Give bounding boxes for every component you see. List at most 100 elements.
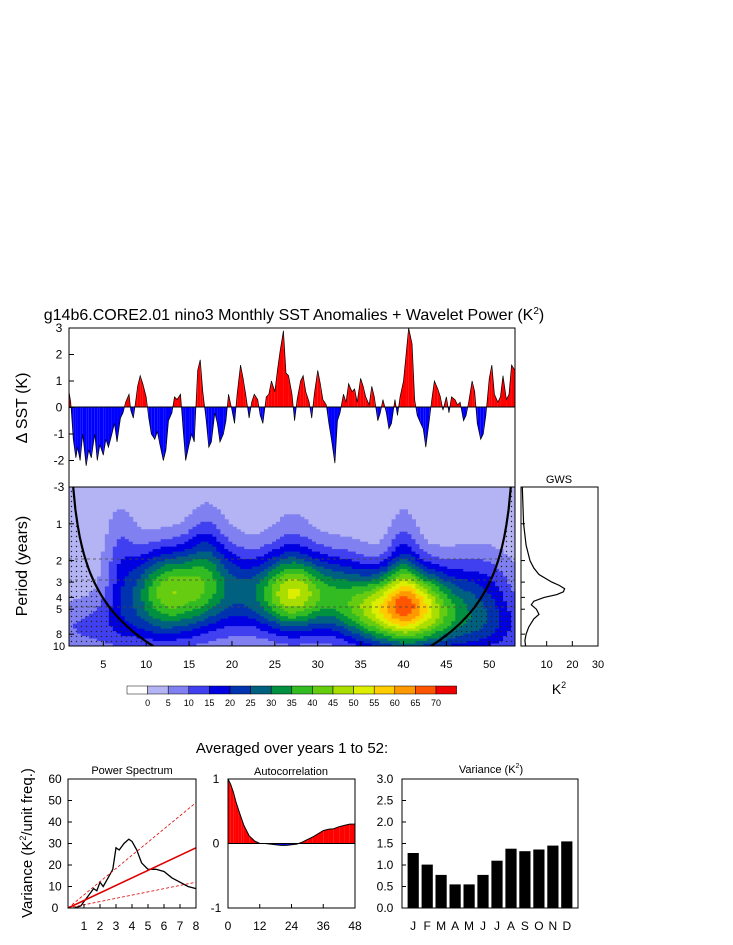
wavelet-power-cell	[196, 529, 201, 533]
wavelet-power-cell	[427, 631, 432, 635]
wavelet-power-cell	[315, 578, 321, 582]
wavelet-power-cell	[176, 623, 181, 627]
wavelet-power-cell	[176, 534, 181, 538]
wavelet-power-cell	[407, 628, 412, 632]
wavelet-power-cell	[491, 559, 496, 563]
wavelet-power-cell	[347, 544, 353, 548]
wavelet-power-cell	[395, 573, 401, 577]
wavelet-power-cell	[319, 544, 325, 548]
wavelet-power-cell	[168, 551, 174, 555]
wavelet-power-cell	[128, 516, 134, 520]
wavelet-power-cell	[288, 576, 293, 580]
wavelet-power-cell	[403, 568, 408, 572]
wavelet-power-cell	[264, 529, 269, 533]
wavelet-power-cell	[323, 606, 329, 610]
wavelet-power-cell	[148, 591, 154, 595]
wavelet-power-cell	[292, 638, 297, 642]
wavelet-power-cell	[371, 578, 377, 582]
wavelet-power-cell	[427, 586, 432, 590]
wavelet-power-cell	[196, 566, 201, 570]
wavelet-power-cell	[100, 586, 106, 590]
wavelet-power-cell	[256, 593, 261, 597]
wavelet-power-cell	[391, 631, 397, 635]
wavelet-power-cell	[419, 606, 424, 610]
wavelet-power-cell	[124, 519, 130, 523]
wavelet-power-cell	[212, 561, 217, 565]
wavelet-power-cell	[104, 573, 110, 577]
wavelet-power-cell	[371, 564, 377, 567]
wavelet-power-cell	[435, 623, 440, 627]
wavelet-power-cell	[196, 586, 201, 590]
wavelet-power-cell	[403, 561, 408, 565]
wavelet-power-cell	[455, 556, 460, 560]
wavelet-power-cell	[323, 571, 329, 575]
wavelet-power-cell	[188, 623, 193, 627]
wavelet-power-cell	[407, 529, 412, 533]
wavelet-power-cell	[208, 596, 213, 600]
wavelet-power-cell	[479, 573, 484, 577]
wavelet-power-cell	[220, 556, 225, 560]
wavelet-power-cell	[443, 583, 448, 587]
wavelet-power-cell	[248, 606, 253, 610]
wavelet-power-cell	[184, 554, 189, 558]
wavelet-power-cell	[224, 603, 229, 607]
wavelet-power-cell	[156, 568, 162, 572]
sst-positive-segment	[268, 381, 272, 408]
sst-positive-segment	[177, 394, 181, 408]
wavelet-power-cell	[152, 568, 158, 572]
wavelet-power-cell	[96, 581, 102, 585]
wavelet-power-cell	[351, 623, 357, 627]
wavelet-power-cell	[172, 611, 178, 615]
wavelet-power-cell	[244, 578, 249, 582]
wavelet-power-cell	[367, 596, 373, 600]
wavelet-power-cell	[467, 566, 472, 570]
wavelet-power-cell	[168, 556, 174, 560]
sst-positive-segment	[300, 375, 304, 408]
wavelet-power-cell	[156, 546, 162, 550]
wavelet-power-cell	[216, 541, 221, 545]
wavelet-power-cell	[335, 561, 341, 565]
wavelet-power-cell	[192, 541, 197, 545]
wavelet-power-cell	[208, 628, 213, 632]
wavelet-power-cell	[264, 549, 269, 553]
wavelet-power-cell	[355, 539, 361, 543]
wavelet-power-cell	[415, 549, 420, 553]
wavelet-power-cell	[208, 598, 213, 602]
wavelet-power-cell	[284, 516, 289, 520]
wavelet-power-cell	[319, 561, 325, 565]
wavelet-power-cell	[295, 603, 301, 607]
wavelet-power-cell	[371, 588, 377, 592]
wavelet-power-cell	[140, 576, 146, 580]
wavelet-power-cell	[120, 531, 126, 535]
wavelet-power-cell	[152, 621, 158, 625]
wavelet-power-cell	[124, 598, 130, 602]
wavelet-power-cell	[100, 561, 106, 565]
wavelet-power-cell	[280, 556, 285, 560]
wavelet-power-cell	[303, 633, 309, 637]
wavelet-power-cell	[407, 636, 412, 640]
wavelet-power-cell	[459, 564, 464, 567]
wavelet-power-cell	[411, 524, 416, 528]
wavelet-power-cell	[136, 551, 142, 555]
wavelet-power-cell	[212, 628, 217, 632]
wavelet-power-cell	[236, 608, 241, 612]
wavelet-power-cell	[156, 561, 162, 565]
wavelet-power-cell	[280, 638, 285, 642]
wavelet-power-cell	[415, 633, 420, 637]
wavelet-power-cell	[160, 621, 166, 625]
wavelet-power-cell	[359, 581, 365, 585]
wavelet-power-cell	[180, 626, 185, 630]
wavelet-power-cell	[212, 591, 217, 595]
wavelet-power-cell	[116, 591, 122, 595]
wavelet-power-cell	[451, 603, 456, 607]
wavelet-power-cell	[164, 526, 170, 530]
wavelet-power-cell	[204, 626, 209, 630]
wavelet-power-cell	[132, 536, 138, 540]
wavelet-power-cell	[467, 559, 472, 563]
wavelet-power-cell	[288, 598, 293, 602]
wavelet-power-cell	[343, 596, 349, 600]
wavelet-power-cell	[192, 539, 197, 543]
wavelet-power-cell	[216, 601, 221, 605]
wavelet-power-cell	[220, 561, 225, 565]
wavelet-power-cell	[395, 559, 401, 563]
